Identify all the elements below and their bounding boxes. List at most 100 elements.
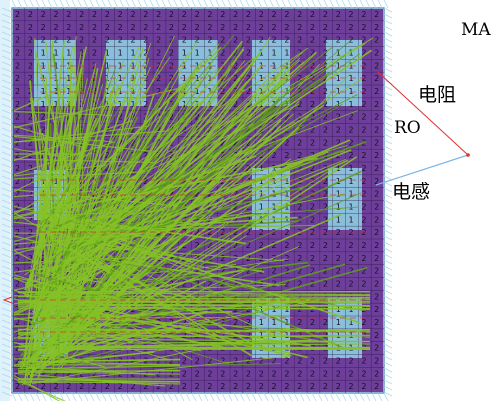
cell-digit: 2 — [297, 318, 302, 327]
cell-digit: 2 — [143, 10, 148, 19]
bottom-border-tick — [59, 392, 65, 401]
cell-digit: 2 — [207, 177, 212, 186]
bottom-border-tick — [233, 392, 239, 401]
top-border-tick — [371, 0, 377, 9]
cell-digit: 2 — [310, 49, 315, 58]
cell-digit: 2 — [323, 369, 328, 378]
bottom-border-tick — [53, 392, 59, 401]
top-border-tick — [287, 0, 293, 9]
cell-digit: 2 — [361, 203, 366, 212]
bottom-border-tick — [125, 392, 131, 401]
cell-digit: 2 — [28, 36, 33, 45]
cell-digit: 2 — [349, 138, 354, 147]
routing-wire — [75, 263, 346, 343]
cell-digit: 1 — [284, 190, 289, 199]
cell-digit: 1 — [118, 100, 123, 109]
top-border-tick — [119, 0, 125, 9]
routing-wire — [13, 134, 113, 143]
cell-digit: 2 — [79, 23, 84, 32]
cell-digit: 1 — [272, 305, 277, 314]
left-border-tick — [1, 205, 13, 211]
cell-digit: 2 — [79, 49, 84, 58]
routing-wire — [13, 221, 160, 239]
cell-digit: 1 — [41, 49, 46, 58]
bottom-border-tick — [335, 392, 341, 401]
right-border-tick — [383, 109, 393, 115]
top-border-tick — [131, 0, 137, 9]
cell-digit: 2 — [297, 138, 302, 147]
cell-digit: 2 — [374, 241, 379, 250]
cell-digit: 1 — [66, 49, 71, 58]
left-border-tick — [1, 121, 13, 127]
cell-digit: 2 — [297, 357, 302, 366]
cell-digit: 2 — [207, 126, 212, 135]
routing-wire — [33, 297, 285, 380]
top-border-tick — [101, 0, 107, 9]
cell-digit: 2 — [284, 10, 289, 19]
cell-digit: 2 — [310, 357, 315, 366]
cell-digit: 1 — [272, 49, 277, 58]
cell-digit: 2 — [361, 177, 366, 186]
cell-digit: 2 — [374, 344, 379, 353]
cell-digit: 2 — [323, 228, 328, 237]
cell-digit: 2 — [41, 113, 46, 122]
cell-digit: 2 — [169, 305, 174, 314]
routing-wire — [48, 166, 336, 352]
cell-digit: 2 — [336, 228, 341, 237]
cell-digit: 2 — [233, 305, 238, 314]
cell-digit: 1 — [130, 74, 135, 83]
bottom-border-tick — [305, 392, 311, 401]
cell-digit: 2 — [310, 74, 315, 83]
right-border-tick — [383, 301, 393, 307]
routing-wire — [47, 145, 348, 232]
cell-digit: 2 — [336, 292, 341, 301]
bottom-border-tick — [365, 392, 371, 401]
cell-digit: 2 — [233, 241, 238, 250]
cell-digit: 2 — [195, 190, 200, 199]
cell-digit: 2 — [349, 36, 354, 45]
left-border-tick — [1, 385, 13, 391]
cell-digit: 2 — [169, 151, 174, 160]
routing-wire — [50, 37, 374, 225]
cell-digit: 2 — [336, 254, 341, 263]
left-border-tick — [1, 325, 13, 331]
cell-digit: 2 — [323, 126, 328, 135]
cell-digit: 2 — [374, 369, 379, 378]
cell-digit: 2 — [169, 190, 174, 199]
cell-digit: 2 — [246, 36, 251, 45]
cell-digit: 2 — [28, 126, 33, 135]
left-border-tick — [1, 157, 13, 163]
bus-band-mid — [17, 300, 371, 304]
right-border-tick — [383, 85, 393, 91]
cell-digit: 2 — [92, 280, 97, 289]
cell-digit: 2 — [297, 36, 302, 45]
cell-digit: 2 — [233, 23, 238, 32]
cell-digit: 2 — [374, 228, 379, 237]
top-border-tick — [185, 0, 191, 9]
bottom-border-tick — [95, 392, 101, 401]
right-border-tick — [383, 283, 393, 289]
cell-digit: 2 — [15, 292, 20, 301]
cell-digit: 2 — [323, 292, 328, 301]
cell-digit: 2 — [374, 36, 379, 45]
routing-wire — [58, 73, 351, 371]
bottom-border-tick — [179, 392, 185, 401]
cell-digit: 2 — [105, 10, 110, 19]
bottom-border-tick — [35, 392, 41, 401]
right-border-tick — [383, 199, 393, 205]
cell-digit: 2 — [323, 241, 328, 250]
cell-digit: 2 — [15, 100, 20, 109]
cell-digit: 1 — [105, 100, 110, 109]
cell-digit: 2 — [220, 164, 225, 173]
cell-digit: 2 — [297, 10, 302, 19]
bus-band-bottom — [17, 358, 181, 363]
cell-digit: 2 — [92, 151, 97, 160]
cell-digit: 2 — [143, 177, 148, 186]
left-border-tick — [1, 319, 13, 325]
cell-digit: 2 — [310, 254, 315, 263]
cell-digit: 2 — [374, 126, 379, 135]
cell-digit: 2 — [28, 10, 33, 19]
cell-digit: 2 — [297, 74, 302, 83]
top-border-tick — [161, 0, 167, 9]
